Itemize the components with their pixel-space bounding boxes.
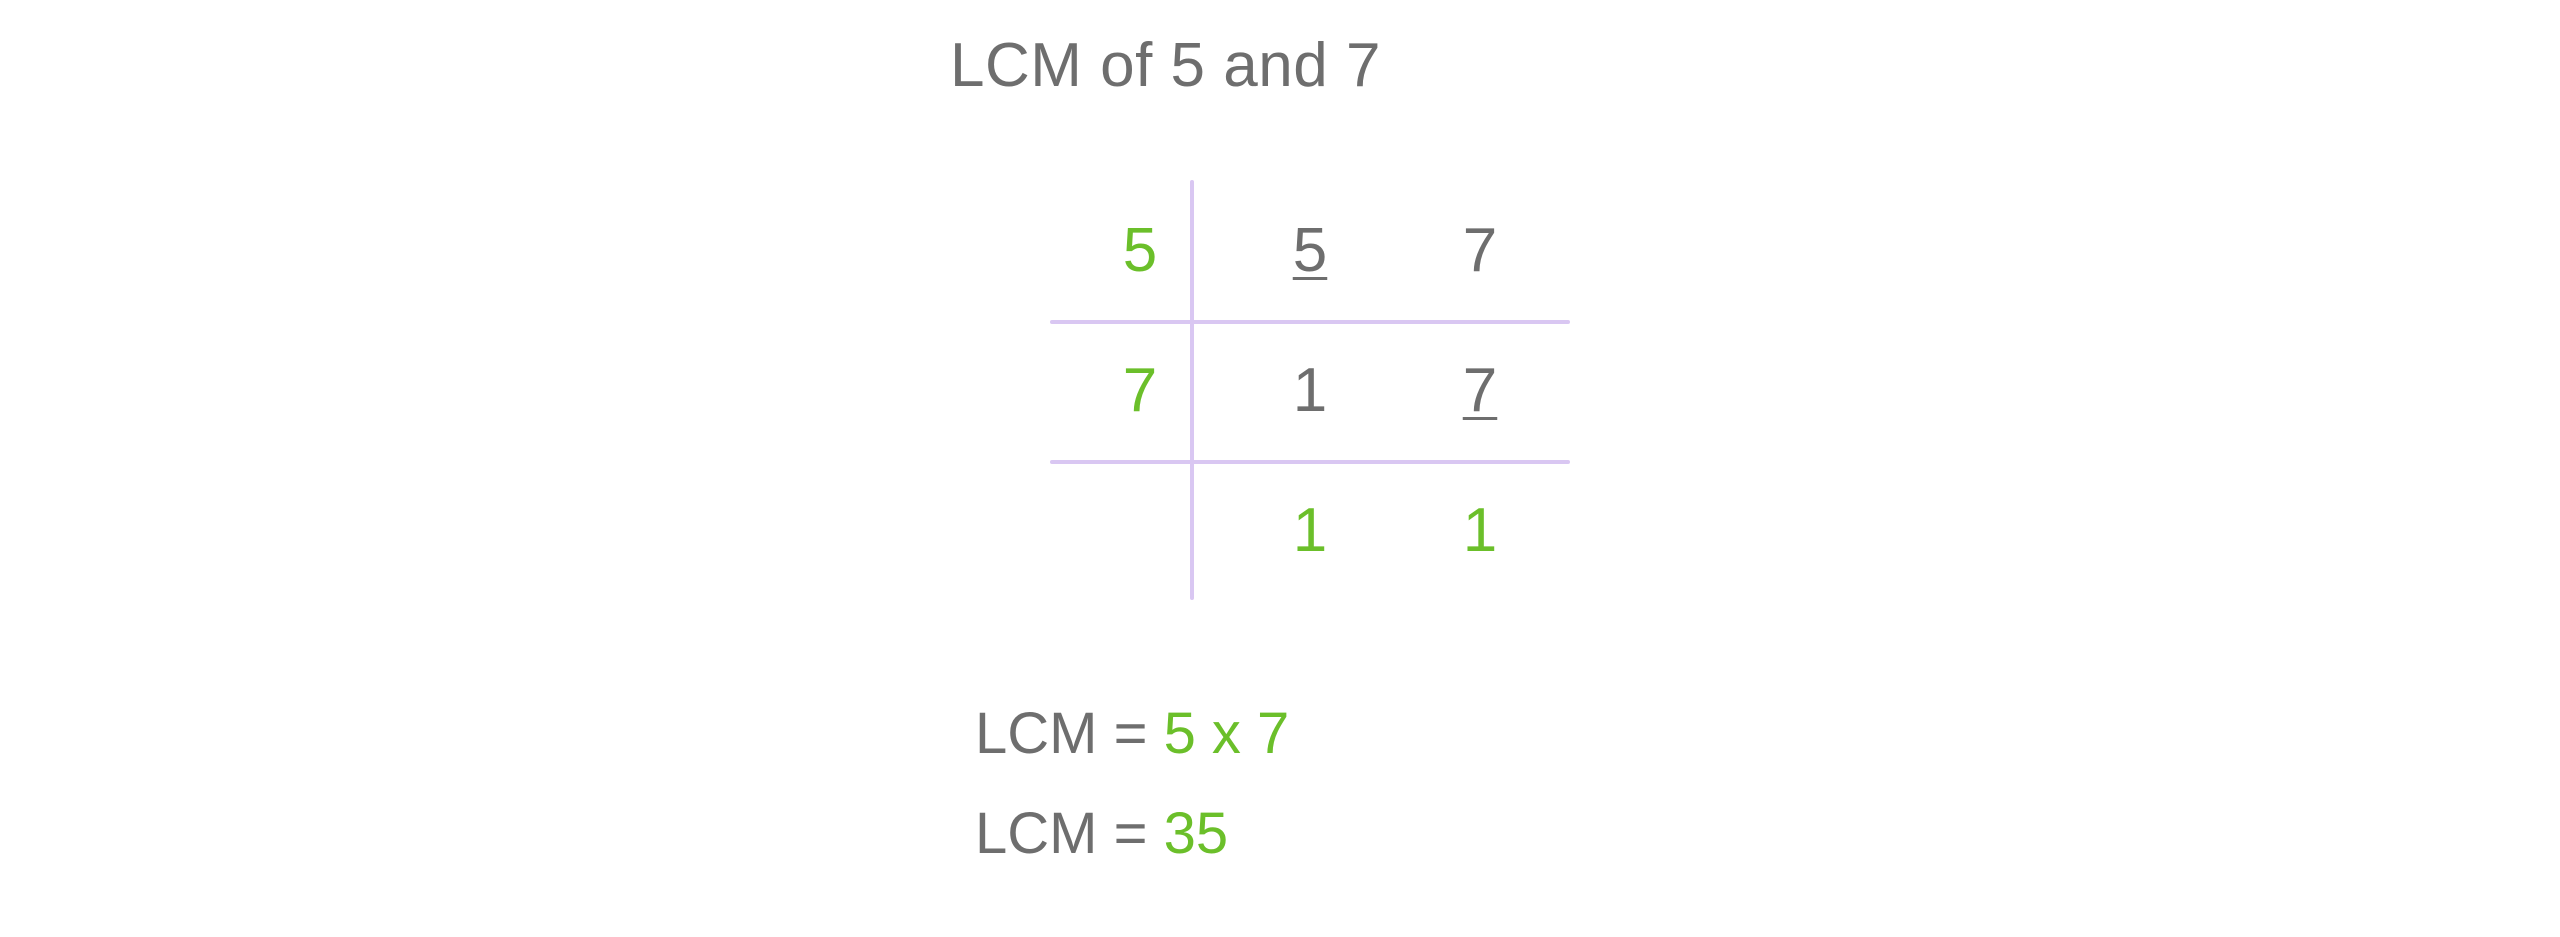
vertical-divider	[1190, 180, 1194, 600]
title: LCM of 5 and 7	[950, 30, 1381, 101]
horizontal-divider-1	[1050, 320, 1570, 324]
division-table: 5 5 7 7 1 7 1 1	[1050, 180, 1570, 600]
equation-1-left: LCM =	[975, 701, 1164, 766]
cell-row-2-col-2: 7	[1440, 355, 1520, 426]
cell-row-1-col-2: 7	[1440, 215, 1520, 286]
divisor-row-1: 5	[1100, 215, 1180, 286]
cell-row-3-col-1: 1	[1270, 495, 1350, 566]
cell-row-2-col-1: 1	[1270, 355, 1350, 426]
cell-row-1-col-1: 5	[1270, 215, 1350, 286]
equation-2-right: 35	[1164, 801, 1229, 866]
equation-2-left: LCM =	[975, 801, 1164, 866]
equation-line-1: LCM = 5 x 7	[975, 700, 1289, 767]
equation-line-2: LCM = 35	[975, 800, 1228, 867]
horizontal-divider-2	[1050, 460, 1570, 464]
cell-row-3-col-2: 1	[1440, 495, 1520, 566]
equation-1-right: 5 x 7	[1164, 701, 1290, 766]
divisor-row-2: 7	[1100, 355, 1180, 426]
lcm-diagram: LCM of 5 and 7 5 5 7 7 1 7 1 1 LCM = 5 x…	[0, 0, 2560, 937]
